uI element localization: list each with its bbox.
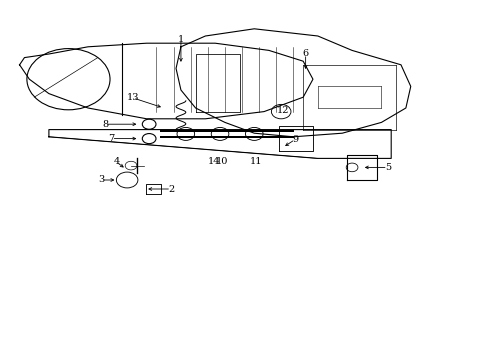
Text: 9: 9: [292, 135, 298, 144]
Text: 6: 6: [302, 49, 308, 58]
Text: 2: 2: [168, 184, 174, 194]
Text: 14: 14: [207, 157, 220, 166]
Text: 5: 5: [384, 163, 390, 172]
Text: 3: 3: [98, 175, 104, 184]
Text: 8: 8: [102, 120, 108, 129]
Text: 4: 4: [113, 157, 119, 166]
Text: 1: 1: [178, 35, 183, 44]
Text: 11: 11: [249, 157, 262, 166]
Text: 13: 13: [126, 94, 139, 102]
Text: 12: 12: [276, 107, 288, 115]
Text: 7: 7: [108, 134, 114, 143]
Text: 10: 10: [216, 157, 228, 166]
